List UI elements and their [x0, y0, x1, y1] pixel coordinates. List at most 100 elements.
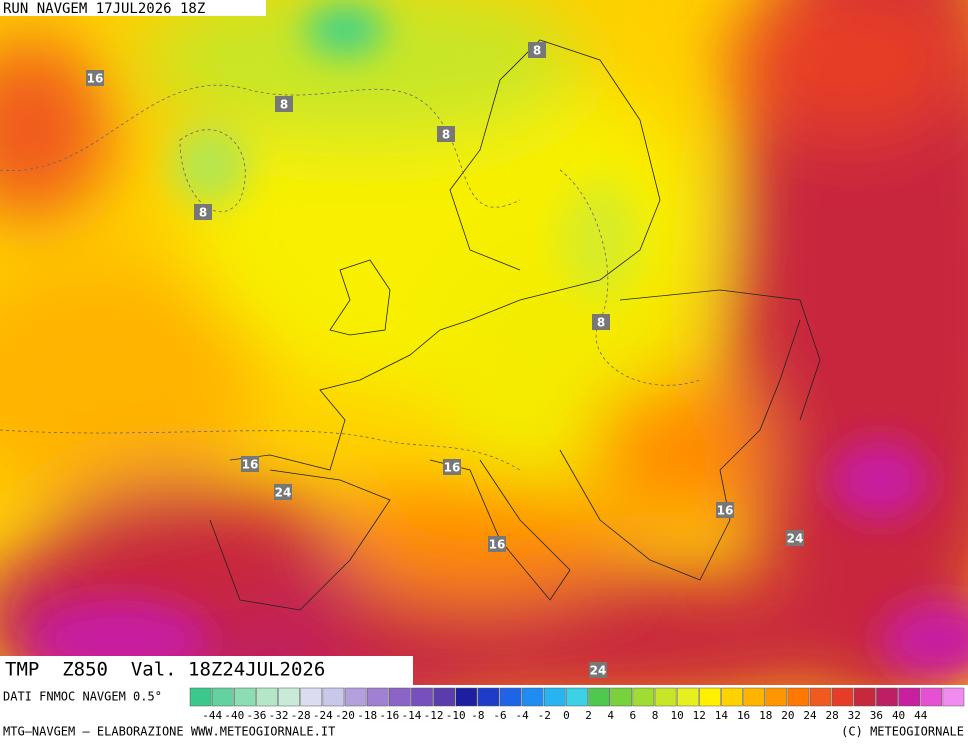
colorbar-swatch — [676, 687, 699, 707]
colorbar-swatch — [344, 687, 367, 707]
colorbar-label: -32 — [269, 709, 289, 722]
contour-label: 16 — [242, 458, 259, 472]
colorbar-label: -12 — [424, 709, 444, 722]
contour-label-box — [275, 96, 293, 112]
colorbar-label: -4 — [516, 709, 530, 722]
colorbar-swatch — [234, 687, 256, 707]
credit: MTG–NAVGEM – ELABORAZIONE WWW.METEOGIORN… — [3, 725, 335, 739]
contour-label: 8 — [280, 98, 288, 112]
colorbar-swatch — [610, 687, 633, 707]
colorbar-label: 16 — [737, 709, 750, 722]
colorbar-label: 20 — [781, 709, 794, 722]
colorbar-label: -18 — [357, 709, 377, 722]
colorbar-label: -16 — [379, 709, 399, 722]
colorbar-swatch — [920, 687, 943, 707]
colorbar: -44 -40 -36 -32 -28 -24 -20 -18 -16 -14 -12 -10 -8 -6… — [189, 687, 965, 722]
temperature-field — [0, 0, 968, 685]
colorbar-label: -28 — [291, 709, 311, 722]
colorbar-swatch — [411, 687, 433, 707]
colorbar-label: -24 — [313, 709, 333, 722]
contour-label-box — [86, 70, 104, 86]
contour-label-box — [194, 204, 212, 220]
contour-label: 16 — [87, 72, 104, 86]
colorbar-swatch — [189, 687, 212, 707]
product-title: TMP Z850 Val. 18Z24JUL2026 — [5, 659, 325, 681]
contour-label-box — [528, 42, 546, 58]
contour-label-box — [592, 314, 610, 330]
colorbar-swatch — [566, 687, 588, 707]
colorbar-label: -8 — [471, 709, 484, 722]
contour-label: 8 — [597, 316, 605, 330]
colorbar-swatch — [854, 687, 876, 707]
colorbar-swatch — [831, 687, 854, 707]
colorbar-label: 6 — [630, 709, 637, 722]
colorbar-swatch — [721, 687, 743, 707]
contour-label: 16 — [444, 461, 461, 475]
colorbar-label: 4 — [607, 709, 614, 722]
colorbar-swatch — [322, 687, 345, 707]
contour-label: 16 — [489, 538, 506, 552]
source-label: DATI FNMOC NAVGEM 0.5° — [3, 690, 162, 704]
product-box — [0, 656, 413, 685]
colorbar-label: -2 — [538, 709, 551, 722]
contour-label-box — [716, 502, 734, 518]
contour-label-box — [241, 456, 259, 472]
colorbar-label: 0 — [563, 709, 570, 722]
colorbar-swatch — [477, 687, 500, 707]
colorbar-label: 32 — [848, 709, 861, 722]
copyright: (C) METEOGIORNALE — [841, 725, 964, 739]
colorbar-label: -40 — [224, 709, 244, 722]
contour-label-box — [274, 484, 292, 500]
colorbar-label: 40 — [892, 709, 905, 722]
colorbar-swatch — [300, 687, 323, 707]
colorbar-swatch — [876, 687, 898, 707]
header-box — [0, 0, 266, 16]
colorbar-swatch — [588, 687, 610, 707]
colorbar-swatch — [256, 687, 278, 707]
colorbar-swatch — [389, 687, 411, 707]
contour-label-box — [589, 662, 607, 678]
colorbar-swatch — [787, 687, 810, 707]
contour-label: 24 — [787, 532, 804, 546]
colorbar-swatch — [455, 687, 478, 707]
colorbar-label: 10 — [671, 709, 684, 722]
colorbar-label: -6 — [493, 709, 506, 722]
contour-label: 16 — [717, 504, 734, 518]
contour-label: 24 — [275, 486, 292, 500]
colorbar-swatch — [366, 687, 389, 707]
colorbar-swatch — [544, 687, 566, 707]
colorbar-label: 12 — [693, 709, 706, 722]
colorbar-label: 36 — [870, 709, 883, 722]
contour-label: 8 — [533, 44, 541, 58]
colorbar-label: -36 — [246, 709, 266, 722]
colorbar-label: -20 — [335, 709, 355, 722]
colorbar-swatch — [433, 687, 455, 707]
colorbar-swatch — [499, 687, 522, 707]
contour-label-box — [437, 126, 455, 142]
colorbar-swatch — [278, 687, 300, 707]
colorbar-swatch — [654, 687, 677, 707]
colorbar-swatch — [699, 687, 721, 707]
colorbar-swatch — [809, 687, 832, 707]
colorbar-swatch — [521, 687, 544, 707]
colorbar-swatch — [211, 687, 234, 707]
colorbar-label: -10 — [446, 709, 466, 722]
colorbar-label: 2 — [585, 709, 592, 722]
contour-label: 8 — [199, 206, 207, 220]
colorbar-swatch — [743, 687, 765, 707]
contour-label-box — [786, 530, 804, 546]
colorbar-swatch — [942, 687, 965, 707]
colorbar-swatch — [765, 687, 788, 707]
colorbar-label: 44 — [914, 709, 928, 722]
colorbar-swatch — [898, 687, 920, 707]
colorbar-swatch — [632, 687, 655, 707]
contour-label: 8 — [442, 128, 450, 142]
colorbar-label: -14 — [401, 709, 421, 722]
contour-labels: 16 8 8 8 8 8 16 24 16 16 16 24 24 — [86, 42, 804, 678]
colorbar-label: 28 — [826, 709, 839, 722]
coastlines — [209, 39, 821, 611]
colorbar-label: 18 — [759, 709, 772, 722]
colorbar-label: -44 — [202, 709, 222, 722]
contour-label-box — [443, 459, 461, 475]
